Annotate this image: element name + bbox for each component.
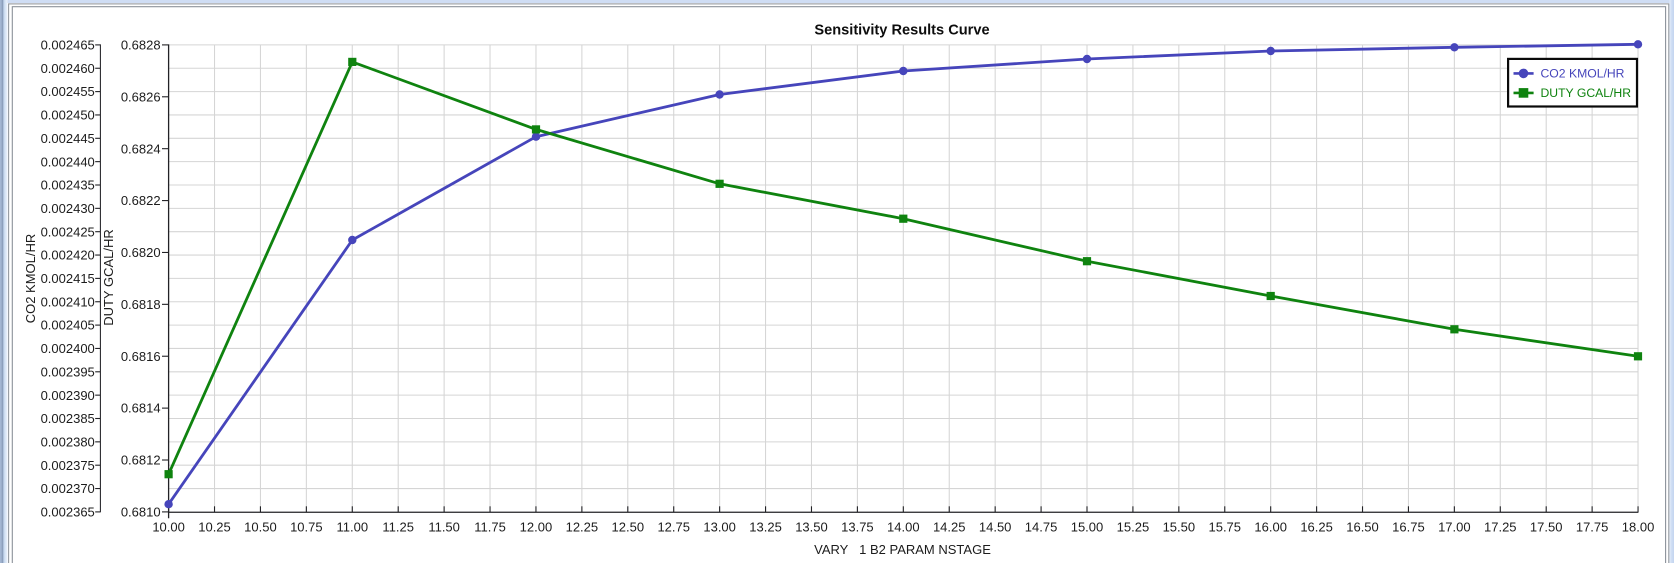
svg-text:0.002450: 0.002450 [41,108,95,123]
svg-text:10.50: 10.50 [244,520,277,535]
svg-text:11.00: 11.00 [336,520,368,535]
svg-text:13.00: 13.00 [703,520,736,535]
svg-text:0.002415: 0.002415 [41,271,95,286]
svg-text:0.002420: 0.002420 [41,248,95,263]
svg-text:0.6828: 0.6828 [121,38,161,53]
svg-text:16.75: 16.75 [1392,520,1425,535]
svg-text:0.002385: 0.002385 [41,411,95,426]
svg-text:0.6820: 0.6820 [121,245,161,260]
svg-text:VARY 1 B2 PARAM NSTAGE: VARY 1 B2 PARAM NSTAGE [814,542,991,557]
svg-text:0.6822: 0.6822 [121,193,161,208]
svg-text:14.25: 14.25 [933,520,966,535]
svg-text:10.25: 10.25 [198,520,231,535]
svg-text:12.00: 12.00 [520,520,553,535]
svg-text:0.6814: 0.6814 [121,401,161,416]
svg-text:Sensitivity Results Curve: Sensitivity Results Curve [814,23,989,39]
svg-text:14.50: 14.50 [979,520,1012,535]
svg-text:14.00: 14.00 [887,520,920,535]
svg-text:0.6812: 0.6812 [121,453,161,468]
svg-text:0.6818: 0.6818 [121,297,161,312]
svg-text:0.002425: 0.002425 [41,224,95,239]
svg-text:0.002365: 0.002365 [41,505,95,520]
svg-text:15.50: 15.50 [1163,520,1196,535]
svg-text:13.75: 13.75 [841,520,874,535]
svg-text:0.6824: 0.6824 [121,141,161,156]
svg-text:0.002455: 0.002455 [41,84,95,99]
svg-text:17.50: 17.50 [1530,520,1563,535]
svg-text:0.6810: 0.6810 [121,505,161,520]
svg-text:0.002400: 0.002400 [41,341,95,356]
svg-text:13.50: 13.50 [795,520,828,535]
svg-text:12.50: 12.50 [612,520,645,535]
svg-text:0.002430: 0.002430 [41,201,95,216]
svg-text:14.75: 14.75 [1025,520,1058,535]
svg-text:0.002370: 0.002370 [41,481,95,496]
svg-text:0.002440: 0.002440 [41,154,95,169]
svg-text:0.6816: 0.6816 [121,349,161,364]
svg-text:CO2 KMOL/HR: CO2 KMOL/HR [23,234,38,324]
svg-text:10.75: 10.75 [290,520,323,535]
svg-text:15.25: 15.25 [1117,520,1150,535]
svg-text:17.75: 17.75 [1576,520,1609,535]
svg-text:0.002460: 0.002460 [41,61,95,76]
svg-text:0.6826: 0.6826 [121,89,161,104]
svg-text:17.00: 17.00 [1438,520,1471,535]
svg-text:12.25: 12.25 [566,520,599,535]
svg-text:0.002390: 0.002390 [41,388,95,403]
svg-text:0.002380: 0.002380 [41,434,95,449]
svg-text:0.002395: 0.002395 [41,364,95,379]
svg-text:DUTY GCAL/HR: DUTY GCAL/HR [1541,86,1632,100]
svg-text:0.002435: 0.002435 [41,178,95,193]
svg-text:15.75: 15.75 [1208,520,1241,535]
svg-text:16.00: 16.00 [1254,520,1287,535]
svg-text:0.002445: 0.002445 [41,131,95,146]
svg-text:11.25: 11.25 [382,520,414,535]
svg-text:12.75: 12.75 [657,520,690,535]
svg-text:CO2 KMOL/HR: CO2 KMOL/HR [1541,67,1625,81]
svg-text:15.00: 15.00 [1071,520,1104,535]
svg-text:0.002465: 0.002465 [41,38,95,53]
svg-text:16.50: 16.50 [1346,520,1379,535]
svg-text:0.002375: 0.002375 [41,458,95,473]
svg-text:11.75: 11.75 [474,520,506,535]
svg-text:0.002405: 0.002405 [41,318,95,333]
svg-text:DUTY GCAL/HR: DUTY GCAL/HR [101,229,116,326]
svg-text:13.25: 13.25 [749,520,782,535]
svg-text:16.25: 16.25 [1300,520,1333,535]
svg-text:10.00: 10.00 [152,520,185,535]
svg-text:18.00: 18.00 [1622,520,1655,535]
svg-text:17.25: 17.25 [1484,520,1517,535]
svg-text:0.002410: 0.002410 [41,294,95,309]
svg-text:11.50: 11.50 [428,520,460,535]
